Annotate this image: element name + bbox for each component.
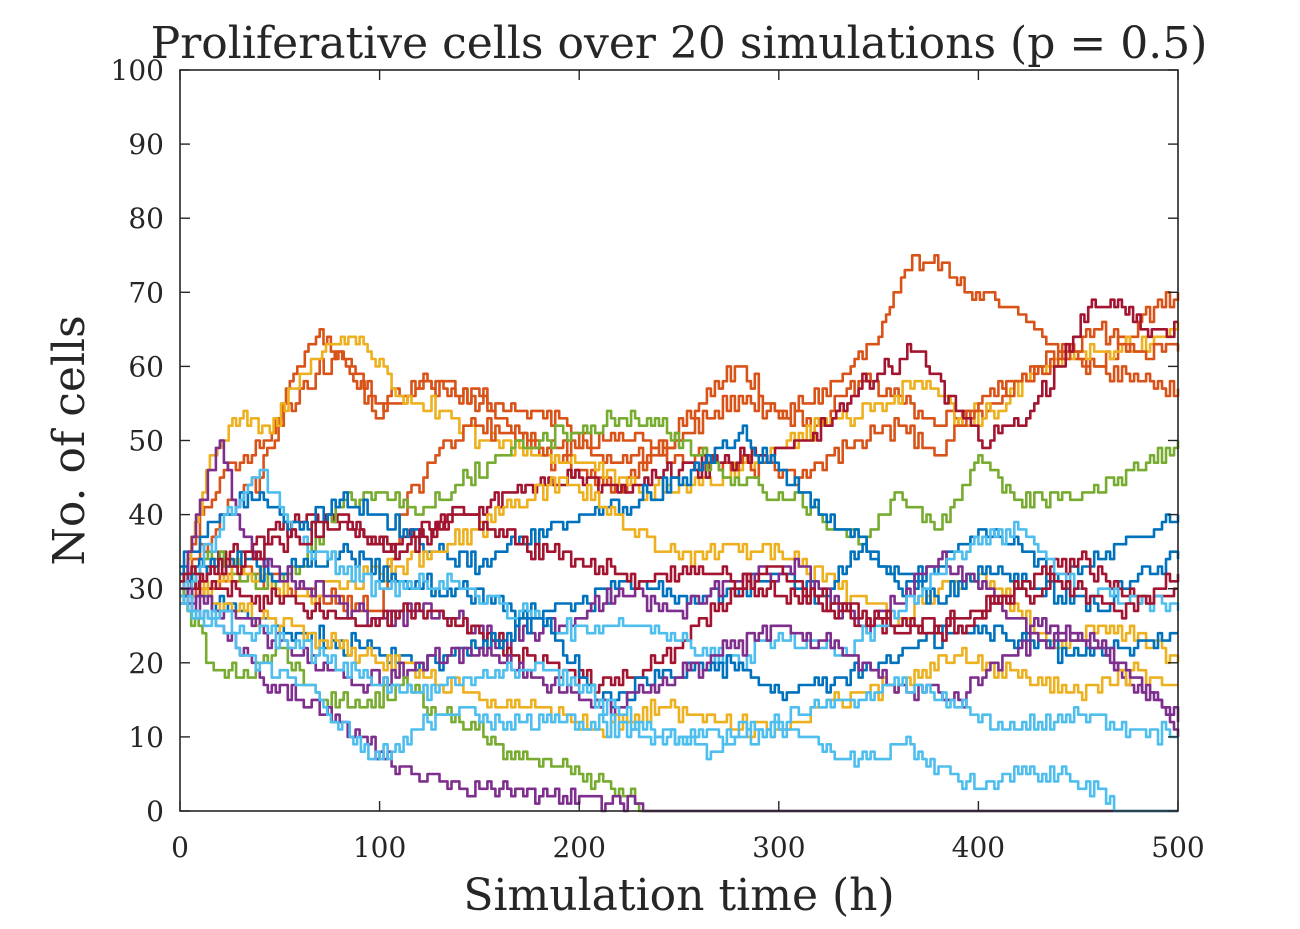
series-group (180, 254, 1180, 813)
series-line-3 (180, 321, 1180, 590)
series-line-14 (180, 587, 1178, 739)
series-line-7 (180, 424, 1180, 598)
y-tick-label: 30 (128, 573, 164, 606)
y-tick-label: 80 (128, 202, 164, 235)
y-tick-label: 100 (111, 54, 164, 87)
y-tick-label: 40 (128, 499, 164, 532)
x-tick-label: 500 (1151, 831, 1204, 864)
x-tick-label: 0 (171, 831, 189, 864)
y-tick-label: 90 (128, 128, 164, 161)
series-line-2 (180, 342, 1180, 576)
y-axis-label: No. of cells (44, 315, 95, 565)
x-tick-label: 100 (353, 831, 406, 864)
y-tick-label: 70 (128, 276, 164, 309)
x-axis-label: Simulation time (h) (463, 870, 894, 921)
y-tick-label: 10 (128, 721, 164, 754)
y-tick-label: 20 (128, 647, 164, 680)
series-line-8 (180, 476, 1180, 665)
series-line-1 (180, 254, 1180, 590)
x-tick-label: 200 (552, 831, 605, 864)
x-tick-label: 400 (952, 831, 1005, 864)
y-tick-label: 0 (146, 795, 164, 828)
series-line-20 (180, 513, 1180, 642)
chart-title: Proliferative cells over 20 simulations … (151, 18, 1208, 69)
series-line-19 (180, 602, 1178, 761)
series-line-12 (180, 468, 1180, 672)
y-tick-label: 60 (128, 350, 164, 383)
x-axis: 0 100 200 300 400 500 (171, 70, 1205, 864)
y-tick-label: 50 (128, 425, 164, 458)
series-line-4 (180, 320, 1180, 613)
series-line-5 (180, 298, 1178, 598)
plot-area: 0 100 200 300 400 500 0 10 20 30 40 50 60 70 80 90 100 (111, 54, 1205, 864)
series-line-17 (180, 587, 1178, 813)
y-axis: 0 10 20 30 40 50 60 70 80 90 100 (111, 54, 1178, 828)
series-line-18 (180, 594, 1178, 813)
series-line-6 (180, 409, 1180, 590)
x-tick-label: 300 (752, 831, 805, 864)
series-line-16 (180, 587, 1178, 813)
series-line-10 (180, 439, 1180, 723)
series-line-13 (180, 587, 1178, 709)
